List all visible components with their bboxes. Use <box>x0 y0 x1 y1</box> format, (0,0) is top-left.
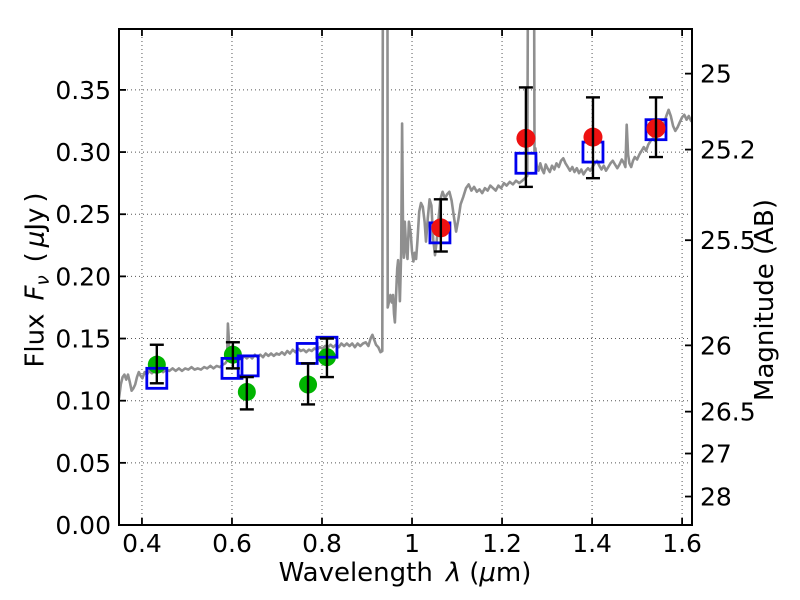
x-tick-label: 1 <box>404 529 420 558</box>
x-tick-label: 1.2 <box>482 529 522 558</box>
x-axis-label: Wavelength λ (μm) <box>279 558 532 588</box>
y-right-tick-label: 25.5 <box>700 226 756 255</box>
x-axis-unit-open: ( <box>469 558 480 588</box>
photometry-markers <box>145 118 668 401</box>
x-axis-unit-close: m) <box>495 558 532 588</box>
y-left-tick-label: 0.20 <box>55 262 111 291</box>
y-right-tick-label: 26 <box>700 331 732 360</box>
y-right-tick-label: 25.2 <box>700 136 756 165</box>
y-right-tick-label: 28 <box>700 483 732 512</box>
y-left-tick-label: 0.25 <box>55 200 111 229</box>
tick-labels: 0.4 0.6 0.8 1 1.2 1.4 1.6 0.00 0.05 0.10 0.15 0.20 0… <box>55 60 755 558</box>
y-left-tick-label: 0.35 <box>55 76 111 105</box>
tick-marks <box>119 29 692 526</box>
x-tick-label: 0.6 <box>212 529 252 558</box>
y-left-tick-label: 0.10 <box>55 387 111 416</box>
x-tick-label: 0.4 <box>122 529 162 558</box>
y-right-tick-label: 25 <box>700 60 732 89</box>
flux-word: Flux <box>20 313 51 368</box>
flux-symbol: F <box>20 285 51 301</box>
nu-subscript: ν <box>32 275 54 286</box>
flux-mu-symbol: μ <box>20 230 51 248</box>
x-tick-label: 0.8 <box>302 529 342 558</box>
x-axis-label-word: Wavelength <box>278 558 433 588</box>
y-axis-label-right: Magnitude (AB) <box>750 199 780 401</box>
grid-lines <box>119 29 692 525</box>
y-right-tick-label: 27 <box>700 440 732 469</box>
y-left-tick-label: 0.15 <box>55 325 111 354</box>
flux-unit-open: ( <box>20 252 51 263</box>
flux-unit-close: ) <box>20 192 51 203</box>
error-bars <box>149 86 663 411</box>
y-right-tick-label: 26.5 <box>700 398 756 427</box>
y-left-tick-label: 0.30 <box>55 138 111 167</box>
mu-symbol: μ <box>479 558 496 588</box>
lambda-symbol: λ <box>445 558 462 588</box>
y-axis-label-left: Flux Fν ( μJy) <box>20 192 53 367</box>
x-tick-label: 1.4 <box>572 529 612 558</box>
flux-unit: Jy <box>20 207 51 231</box>
x-tick-label: 1.6 <box>662 529 702 558</box>
y-left-tick-label: 0.05 <box>55 449 111 478</box>
y-left-tick-label: 0.00 <box>55 511 111 540</box>
